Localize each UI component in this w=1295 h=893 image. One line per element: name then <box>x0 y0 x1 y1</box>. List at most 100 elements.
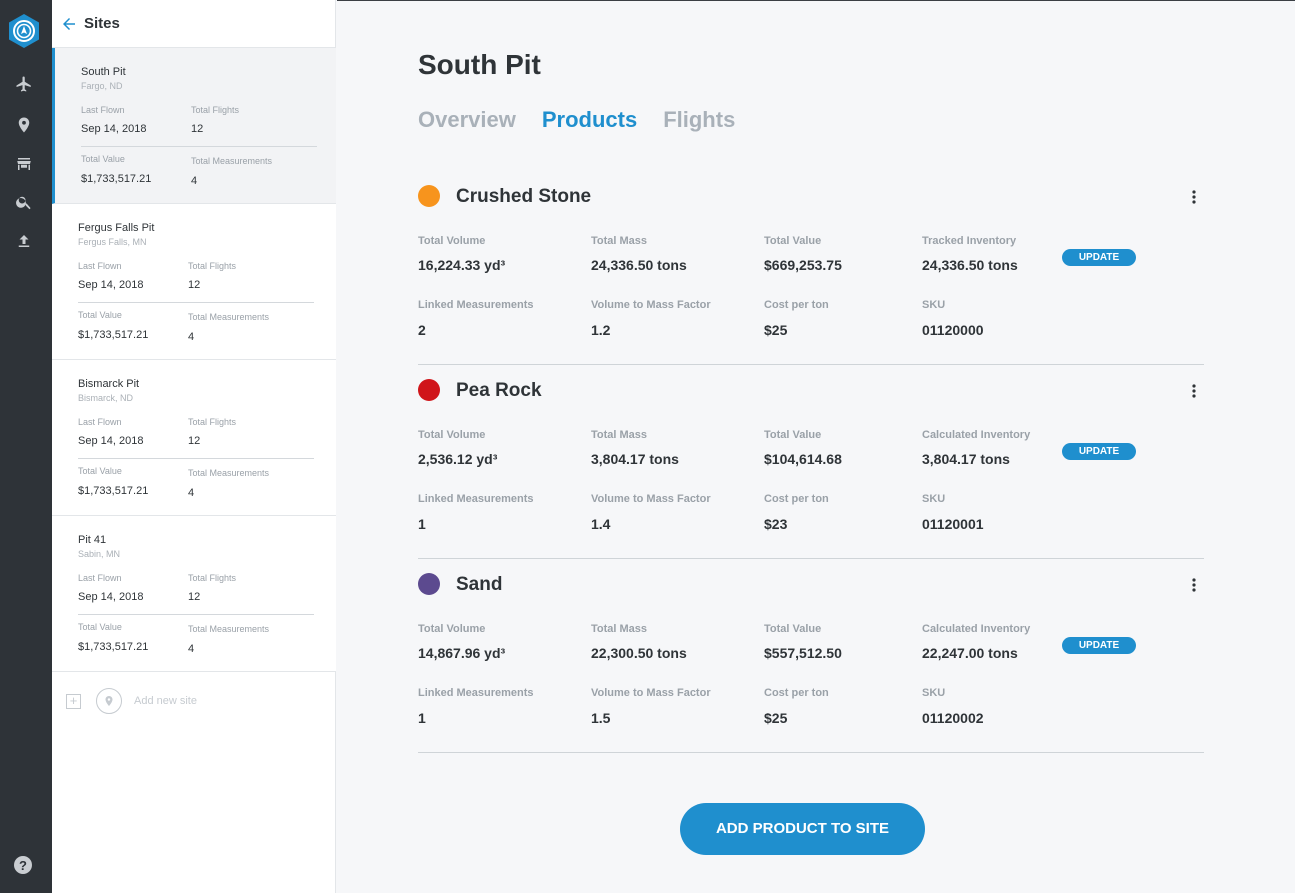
sku-label: SKU <box>922 687 946 699</box>
back-arrow-icon[interactable] <box>60 15 78 33</box>
cost-per-ton-value: $25 <box>764 710 788 726</box>
sku-value: 01120000 <box>922 322 984 338</box>
total-value-label: Total Value <box>764 235 822 247</box>
total-volume-label: Total Volume <box>418 235 486 247</box>
volume-to-mass-label: Volume to Mass Factor <box>591 493 711 505</box>
total-value-value: $557,512.50 <box>764 645 842 661</box>
airplane-icon[interactable] <box>13 73 35 95</box>
site-location: Fergus Falls, MN <box>78 237 147 247</box>
update-button[interactable]: UPDATE <box>1062 249 1136 266</box>
total-measurements-value: 4 <box>188 331 195 343</box>
inventory-label: Calculated Inventory <box>922 429 1031 441</box>
main-content: South Pit Overview Products Flights Crus… <box>337 0 1295 893</box>
site-card-bismarck-pit[interactable]: Bismarck Pit Bismarck, ND Last Flown Tot… <box>52 360 336 516</box>
last-flown-value: Sep 14, 2018 <box>78 435 144 447</box>
search-icon[interactable] <box>13 191 35 213</box>
total-mass-label: Total Mass <box>591 429 648 441</box>
site-card-south-pit[interactable]: South Pit Fargo, ND Last Flown Total Fli… <box>52 48 336 204</box>
inventory-value: 24,336.50 tons <box>922 257 1018 273</box>
tab-overview[interactable]: Overview <box>418 107 516 132</box>
app-rail: ? <box>0 0 52 893</box>
update-button[interactable]: UPDATE <box>1062 443 1136 460</box>
inventory-label: Tracked Inventory <box>922 235 1017 247</box>
divider <box>78 614 188 615</box>
divider <box>188 458 314 459</box>
total-measurements-label: Total Measurements <box>188 624 270 634</box>
sites-header: Sites <box>52 0 335 48</box>
total-value-label: Total Value <box>78 466 122 476</box>
cost-per-ton-label: Cost per ton <box>764 493 829 505</box>
site-card-pit-41[interactable]: Pit 41 Sabin, MN Last Flown Total Flight… <box>52 516 336 672</box>
update-button[interactable]: UPDATE <box>1062 637 1136 654</box>
total-flights-label: Total Flights <box>188 573 237 583</box>
linked-measurements-value: 2 <box>418 322 426 338</box>
total-mass-value: 22,300.50 tons <box>591 645 687 661</box>
divider <box>188 614 314 615</box>
divider <box>191 146 317 147</box>
total-value-label: Total Value <box>78 622 122 632</box>
total-value-value: $1,733,517.21 <box>78 329 149 341</box>
color-dot <box>418 379 440 401</box>
product-name: Sand <box>456 574 503 595</box>
store-icon[interactable] <box>13 153 35 175</box>
add-product-button[interactable]: ADD PRODUCT TO SITE <box>680 803 925 855</box>
last-flown-value: Sep 14, 2018 <box>81 123 147 135</box>
linked-measurements-value: 1 <box>418 516 426 532</box>
page-title: South Pit <box>418 49 541 80</box>
product-name: Crushed Stone <box>456 186 592 207</box>
divider <box>78 302 188 303</box>
total-mass-label: Total Mass <box>591 623 648 635</box>
total-volume-label: Total Volume <box>418 623 486 635</box>
tab-products[interactable]: Products <box>541 107 638 132</box>
divider <box>188 302 314 303</box>
more-options-icon[interactable] <box>1188 577 1200 593</box>
total-measurements-value: 4 <box>191 175 198 187</box>
logo-icon[interactable] <box>6 13 42 49</box>
more-options-icon[interactable] <box>1188 189 1200 205</box>
site-location: Bismarck, ND <box>78 393 134 403</box>
tab-flights[interactable]: Flights <box>663 107 736 132</box>
sites-panel: Sites South Pit Fargo, ND Last Flown Tot… <box>52 0 336 893</box>
help-icon[interactable]: ? <box>14 856 32 874</box>
add-site-button[interactable]: + Add new site <box>66 688 197 714</box>
tabs: Overview Products Flights <box>418 107 761 133</box>
total-value-label: Total Value <box>764 623 822 635</box>
total-volume-value: 16,224.33 yd³ <box>418 257 506 273</box>
total-mass-value: 24,336.50 tons <box>591 257 687 273</box>
total-value-label: Total Value <box>78 310 122 320</box>
more-options-icon[interactable] <box>1188 383 1200 399</box>
total-flights-value: 12 <box>188 435 201 447</box>
site-name: Bismarck Pit <box>78 378 140 390</box>
total-mass-value: 3,804.17 tons <box>591 451 679 467</box>
total-flights-label: Total Flights <box>191 105 240 115</box>
total-value-value: $669,253.75 <box>764 257 842 273</box>
upload-icon[interactable] <box>13 230 35 252</box>
total-value-value: $1,733,517.21 <box>78 485 149 497</box>
linked-measurements-label: Linked Measurements <box>418 493 534 505</box>
site-name: Pit 41 <box>78 534 107 546</box>
site-location: Sabin, MN <box>78 549 121 559</box>
color-dot <box>418 185 440 207</box>
last-flown-label: Last Flown <box>81 105 125 115</box>
total-value-label: Total Value <box>764 429 822 441</box>
site-card-fergus-falls-pit[interactable]: Fergus Falls Pit Fergus Falls, MN Last F… <box>52 204 336 360</box>
total-flights-label: Total Flights <box>188 417 237 427</box>
inventory-value: 22,247.00 tons <box>922 645 1018 661</box>
total-mass-label: Total Mass <box>591 235 648 247</box>
plus-icon[interactable]: + <box>66 693 81 709</box>
volume-to-mass-value: 1.5 <box>591 710 611 726</box>
inventory-value: 3,804.17 tons <box>922 451 1010 467</box>
sku-label: SKU <box>922 493 946 505</box>
sites-title: Sites <box>84 15 120 32</box>
map-pin-icon[interactable] <box>13 114 35 136</box>
total-value-value: $104,614.68 <box>764 451 842 467</box>
volume-to-mass-value: 1.2 <box>591 322 611 338</box>
add-site-label: Add new site <box>134 695 197 707</box>
total-flights-value: 12 <box>191 123 204 135</box>
total-measurements-label: Total Measurements <box>188 312 270 322</box>
cost-per-ton-value: $23 <box>764 516 788 532</box>
divider <box>78 458 188 459</box>
divider <box>81 146 191 147</box>
linked-measurements-label: Linked Measurements <box>418 687 534 699</box>
product-sand: Sand Total Volume Total Mass Total Value… <box>418 559 1204 753</box>
